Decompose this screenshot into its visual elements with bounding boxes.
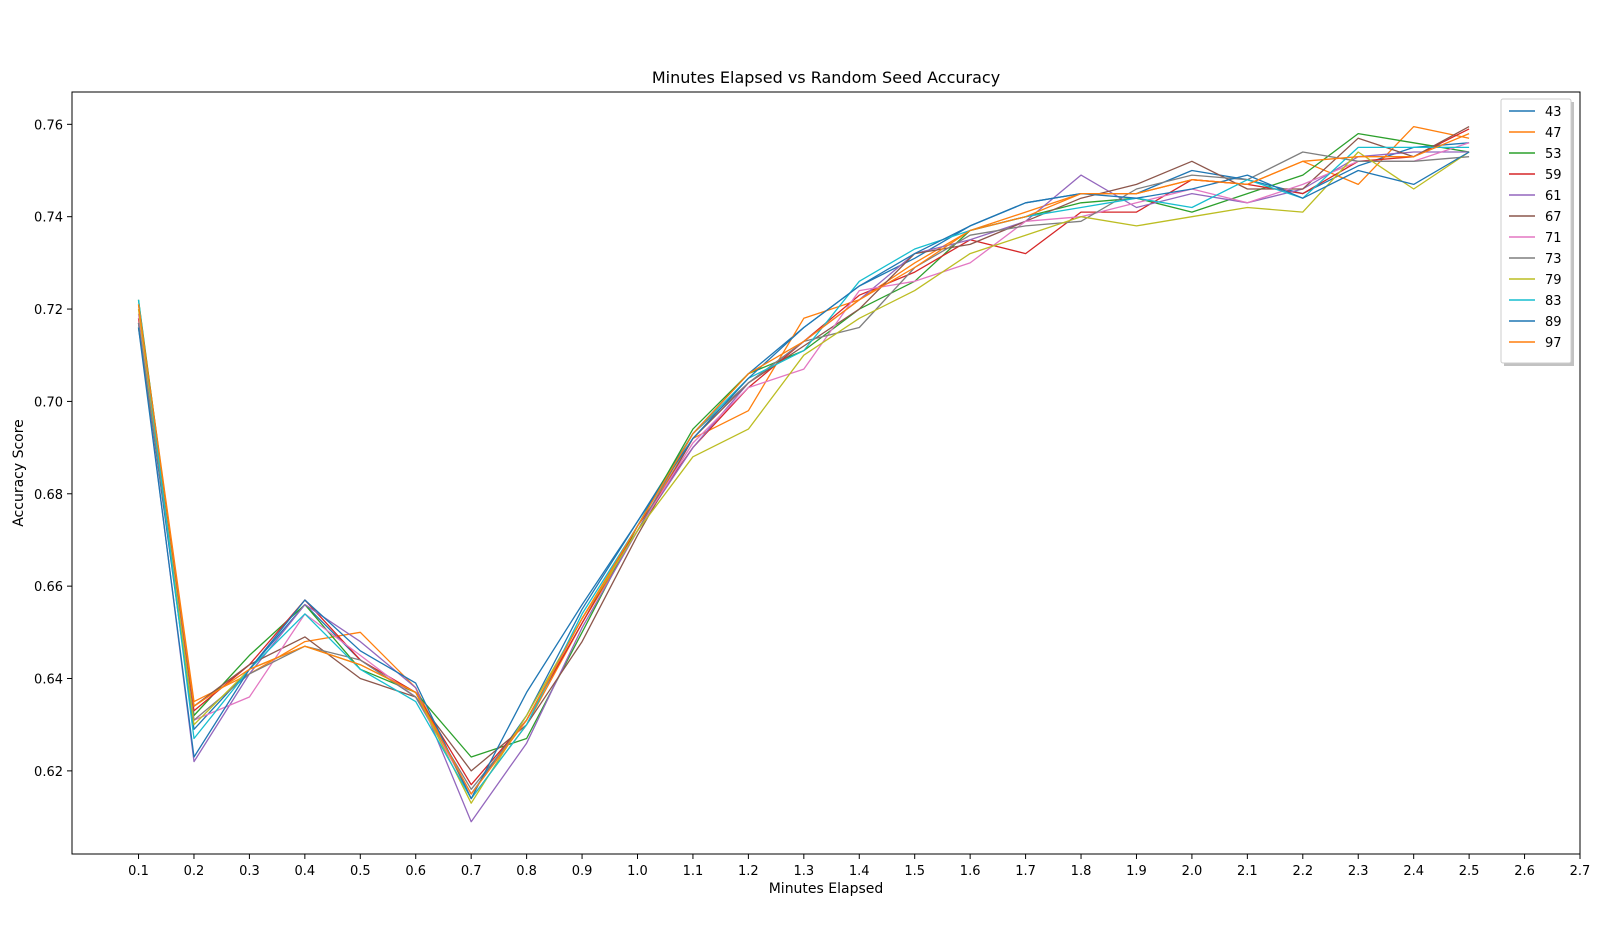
series-lines xyxy=(137,125,1470,823)
x-tick-label: 2.6 xyxy=(1514,864,1535,879)
legend-label-97: 97 xyxy=(1545,336,1562,351)
x-tick-label: 1.7 xyxy=(1015,864,1036,879)
x-tick-label: 0.4 xyxy=(295,864,316,879)
legend-label-61: 61 xyxy=(1545,189,1562,204)
x-tick-label: 1.3 xyxy=(793,864,814,879)
x-tick-label: 2.5 xyxy=(1459,864,1480,879)
legend-label-89: 89 xyxy=(1545,315,1562,330)
x-tick-label: 0.3 xyxy=(239,864,260,879)
x-tick-label: 1.2 xyxy=(738,864,759,879)
legend-label-67: 67 xyxy=(1545,210,1562,225)
legend-label-43: 43 xyxy=(1545,105,1562,120)
x-tick-label: 2.7 xyxy=(1570,864,1591,879)
x-tick-label: 1.4 xyxy=(849,864,870,879)
x-axis-title: Minutes Elapsed xyxy=(769,881,884,897)
legend-label-47: 47 xyxy=(1545,126,1562,141)
y-tick-label: 0.62 xyxy=(34,765,63,780)
x-tick-label: 0.1 xyxy=(128,864,149,879)
x-tick-label: 1.1 xyxy=(683,864,704,879)
x-tick-label: 2.3 xyxy=(1348,864,1369,879)
y-tick-label: 0.68 xyxy=(34,488,63,503)
x-tick-label: 0.7 xyxy=(461,864,482,879)
x-tick-label: 2.0 xyxy=(1182,864,1203,879)
y-tick-label: 0.70 xyxy=(34,395,63,410)
y-tick-label: 0.76 xyxy=(34,118,63,133)
y-tick-label: 0.64 xyxy=(34,673,63,688)
y-axis-title: Accuracy Score xyxy=(11,419,27,527)
x-tick-label: 0.6 xyxy=(405,864,426,879)
legend-label-59: 59 xyxy=(1545,168,1562,183)
series-line-97 xyxy=(137,133,1470,795)
legend-label-71: 71 xyxy=(1545,231,1562,246)
x-tick-label: 1.6 xyxy=(960,864,981,879)
legend-box xyxy=(1500,98,1572,364)
x-tick-label: 0.5 xyxy=(350,864,371,879)
x-tick-label: 2.2 xyxy=(1292,864,1313,879)
x-tick-label: 1.9 xyxy=(1126,864,1147,879)
x-axis: 0.1 0.2 0.3 0.4 0.5 0.6 0.7 0.8 0.9 1.0 1.1 1.2 1.3 1… xyxy=(128,854,1590,879)
plot-area xyxy=(71,91,1581,855)
legend-label-73: 73 xyxy=(1545,252,1562,267)
legend: 43 47 53 59 61 67 71 73 79 83 89 97 xyxy=(1500,98,1574,366)
series-line-89 xyxy=(137,151,1470,800)
legend-label-79: 79 xyxy=(1545,273,1562,288)
plot-frame xyxy=(71,91,1581,855)
y-axis: 0.62 0.64 0.66 0.68 0.70 0.72 0.74 0.76 xyxy=(34,118,72,780)
x-tick-label: 0.9 xyxy=(572,864,593,879)
legend-label-53: 53 xyxy=(1545,147,1562,162)
series-line-71 xyxy=(137,142,1470,795)
x-tick-label: 0.8 xyxy=(516,864,537,879)
x-tick-label: 1.8 xyxy=(1071,864,1092,879)
y-tick-label: 0.72 xyxy=(34,303,63,318)
chart-title: Minutes Elapsed vs Random Seed Accuracy xyxy=(652,68,1000,87)
series-line-67 xyxy=(137,126,1470,772)
legend-label-83: 83 xyxy=(1545,294,1562,309)
x-tick-label: 2.4 xyxy=(1403,864,1424,879)
series-line-83 xyxy=(137,146,1470,800)
x-tick-label: 0.2 xyxy=(184,864,205,879)
y-tick-label: 0.66 xyxy=(34,580,63,595)
y-tick-label: 0.74 xyxy=(34,211,63,226)
x-tick-label: 1.0 xyxy=(627,864,648,879)
x-tick-label: 1.5 xyxy=(904,864,925,879)
x-tick-label: 2.1 xyxy=(1237,864,1258,879)
